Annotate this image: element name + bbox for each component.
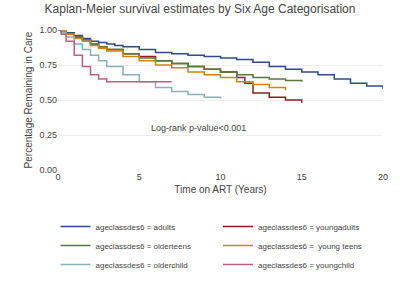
svg-text:1.00: 1.00 xyxy=(39,25,57,35)
svg-text:Log-rank p-value<0.001: Log-rank p-value<0.001 xyxy=(151,123,246,133)
svg-text:0.75: 0.75 xyxy=(39,60,57,70)
svg-text:0.00: 0.00 xyxy=(39,165,57,175)
svg-text:0.25: 0.25 xyxy=(39,130,57,140)
svg-text:5: 5 xyxy=(137,172,142,182)
svg-text:ageclassdes6 = olderteens: ageclassdes6 = olderteens xyxy=(96,242,191,251)
svg-text:Time on ART (Years): Time on ART (Years) xyxy=(174,184,266,195)
svg-text:ageclassdes6 = olderchild: ageclassdes6 = olderchild xyxy=(96,261,188,270)
svg-text:0.50: 0.50 xyxy=(39,95,57,105)
svg-text:ageclassdes6 = youngchild: ageclassdes6 = youngchild xyxy=(258,261,354,270)
svg-text:15: 15 xyxy=(297,172,307,182)
svg-text:10: 10 xyxy=(215,172,225,182)
svg-text:ageclassdes6 = young teens: ageclassdes6 = young teens xyxy=(258,242,362,251)
svg-text:Percentage Remaining in Care: Percentage Remaining in Care xyxy=(23,31,34,168)
svg-text:20: 20 xyxy=(378,172,388,182)
svg-text:Kaplan-Meier survival estimate: Kaplan-Meier survival estimates by Six A… xyxy=(45,2,356,16)
svg-text:ageclassdes6 = adults: ageclassdes6 = adults xyxy=(96,223,175,232)
svg-text:ageclassdes6 = youngadults: ageclassdes6 = youngadults xyxy=(258,223,359,232)
svg-text:0: 0 xyxy=(55,172,60,182)
